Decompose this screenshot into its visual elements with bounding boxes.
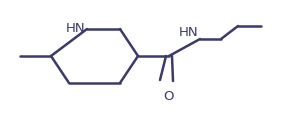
- Text: O: O: [164, 89, 174, 102]
- Text: HN: HN: [66, 22, 86, 35]
- Text: HN: HN: [179, 26, 198, 39]
